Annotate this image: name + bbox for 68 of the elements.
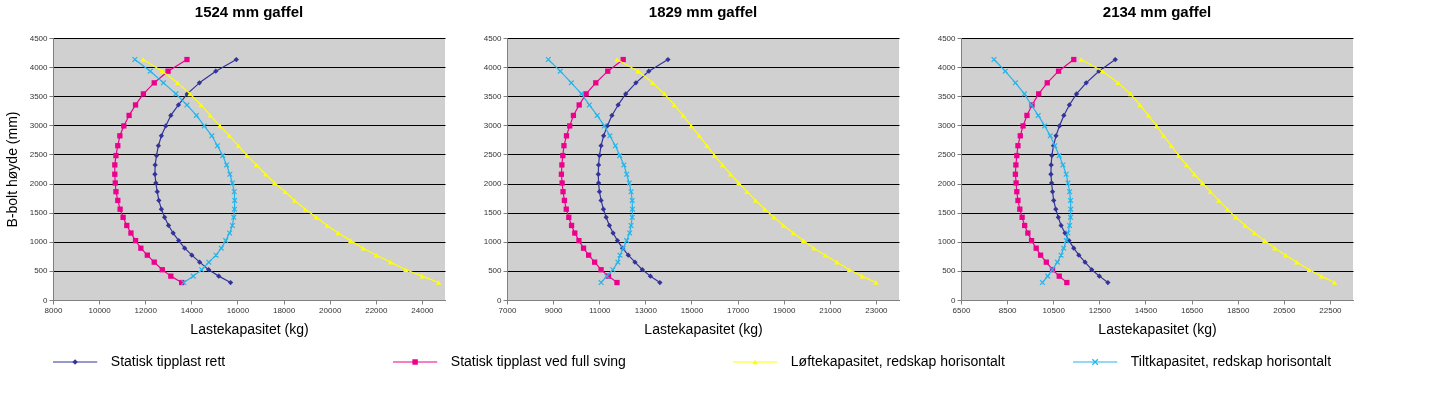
y-tick-label: 0 [497, 295, 503, 305]
y-tick-label: 2500 [937, 149, 957, 159]
legend-label: Statisk tipplast ved full sving [450, 353, 626, 369]
x-tick-label: 14000 [180, 305, 204, 315]
y-tick-label: 3000 [483, 120, 503, 130]
y-tick-label: 4000 [483, 62, 503, 72]
y-tick-label: 1500 [483, 208, 503, 218]
x-tick-label: 23000 [865, 305, 889, 315]
x-axis-title: Lastekapasitet (kg) [190, 320, 309, 337]
y-tick-label: 4500 [937, 33, 957, 43]
y-tick-label: 3500 [29, 91, 49, 101]
x-tick-label: 8500 [998, 305, 1018, 315]
y-tick-label: 2500 [29, 149, 49, 159]
y-tick-label: 3500 [937, 91, 957, 101]
y-tick-label: 500 [488, 266, 503, 276]
chart-title: 2134 mm gaffel [1102, 3, 1212, 20]
x-tick-label: 11000 [588, 305, 612, 315]
y-tick-label: 0 [951, 295, 957, 305]
x-tick-label: 10000 [88, 305, 112, 315]
y-tick-label: 3000 [937, 120, 957, 130]
y-tick-label: 2500 [483, 149, 503, 159]
x-axis-title: Lastekapasitet (kg) [644, 320, 763, 337]
y-tick-label: 1500 [937, 208, 957, 218]
y-tick-label: 2000 [483, 179, 503, 189]
x-tick-label: 15000 [680, 305, 704, 315]
chart-title: 1524 mm gaffel [194, 3, 304, 20]
x-tick-label: 9000 [544, 305, 564, 315]
x-tick-label: 6500 [952, 305, 971, 315]
y-tick-label: 500 [942, 266, 957, 276]
x-tick-label: 16000 [226, 305, 250, 315]
y-tick-label: 3000 [29, 120, 49, 130]
x-tick-label: 10500 [1042, 305, 1066, 315]
y-tick-label: 1500 [29, 208, 49, 218]
x-tick-label: 18500 [1227, 305, 1250, 315]
legend-label: Løftekapasitet, redskap horisontalt [790, 353, 1005, 369]
x-tick-label: 7000 [498, 305, 517, 315]
y-tick-label: 4500 [483, 33, 503, 43]
x-tick-label: 14500 [1134, 305, 1158, 315]
x-tick-label: 12000 [134, 305, 158, 315]
x-tick-label: 12500 [1088, 305, 1112, 315]
x-axis-title: Lastekapasitet (kg) [1098, 320, 1217, 337]
legend-label: Statisk tipplast rett [110, 353, 226, 369]
x-tick-label: 24000 [411, 305, 435, 315]
x-tick-label: 22500 [1319, 305, 1343, 315]
y-tick-label: 4000 [29, 62, 49, 72]
x-tick-label: 16500 [1180, 305, 1204, 315]
y-tick-label: 1000 [29, 237, 49, 247]
x-tick-label: 13000 [634, 305, 658, 315]
x-tick-label: 22000 [365, 305, 388, 315]
x-tick-label: 8000 [44, 305, 63, 315]
y-tick-label: 4500 [29, 33, 49, 43]
y-tick-label: 1000 [483, 237, 503, 247]
y-tick-label: 0 [43, 295, 49, 305]
x-tick-label: 20500 [1273, 305, 1296, 315]
y-axis-title: B-bolt høyde (mm) [3, 111, 20, 228]
x-tick-label: 17000 [726, 305, 750, 315]
chart-title: 1829 mm gaffel [648, 3, 758, 20]
x-tick-label: 20000 [319, 305, 342, 315]
y-tick-label: 1000 [937, 237, 957, 247]
x-tick-label: 19000 [773, 305, 796, 315]
x-tick-label: 18000 [272, 305, 296, 315]
y-tick-label: 2000 [937, 179, 957, 189]
y-tick-label: 500 [34, 266, 49, 276]
y-tick-label: 3500 [483, 91, 503, 101]
y-tick-label: 4000 [937, 62, 957, 72]
y-tick-label: 2000 [29, 179, 49, 189]
x-tick-label: 21000 [819, 305, 842, 315]
legend-label: Tiltkapasitet, redskap horisontalt [1130, 353, 1332, 369]
